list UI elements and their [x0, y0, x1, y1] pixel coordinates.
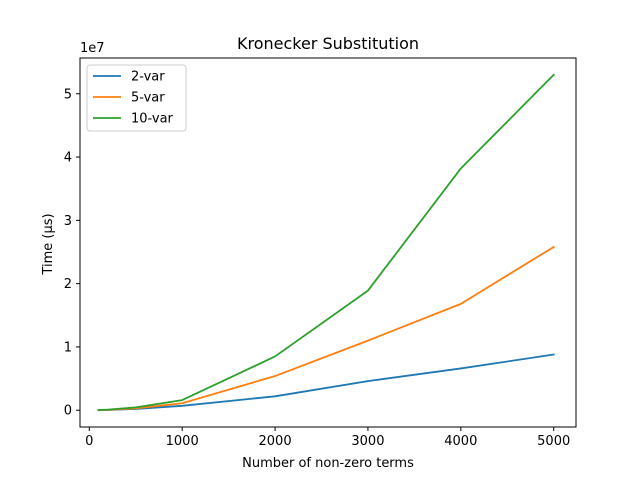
y-axis-label: Time (µs) [41, 213, 56, 275]
plot-frame [79, 57, 577, 428]
series-line-10-var [97, 73, 555, 411]
x-tick-label: 4000 [444, 434, 477, 449]
y-tick-label: 0 [64, 404, 72, 419]
y-tick-label: 2 [64, 277, 72, 292]
y-tick-label: 5 [64, 87, 72, 102]
y-tick-label: 4 [64, 151, 72, 166]
legend-label-2-var: 2-var [131, 70, 165, 85]
legend-box [86, 64, 187, 132]
legend: 2-var 5-var 10-var [86, 64, 187, 132]
x-axis-ticks: 0 1000 2000 3000 4000 5000 [85, 427, 570, 449]
legend-label-5-var: 5-var [131, 91, 165, 106]
x-tick-label: 5000 [537, 434, 570, 449]
y-axis-offset-label: 1e7 [80, 41, 105, 56]
x-tick-label: 2000 [259, 434, 292, 449]
plot-area [79, 57, 577, 428]
x-axis-label: Number of non-zero terms [242, 456, 414, 471]
chart-title: Kronecker Substitution [237, 34, 419, 53]
x-tick-label: 0 [85, 434, 93, 449]
x-tick-label: 3000 [351, 434, 384, 449]
x-tick-label: 1000 [166, 434, 199, 449]
y-tick-label: 1 [64, 340, 72, 355]
legend-label-10-var: 10-var [131, 112, 174, 127]
y-tick-label: 3 [64, 214, 72, 229]
y-axis-ticks: 0 1 2 3 4 5 [64, 87, 80, 419]
